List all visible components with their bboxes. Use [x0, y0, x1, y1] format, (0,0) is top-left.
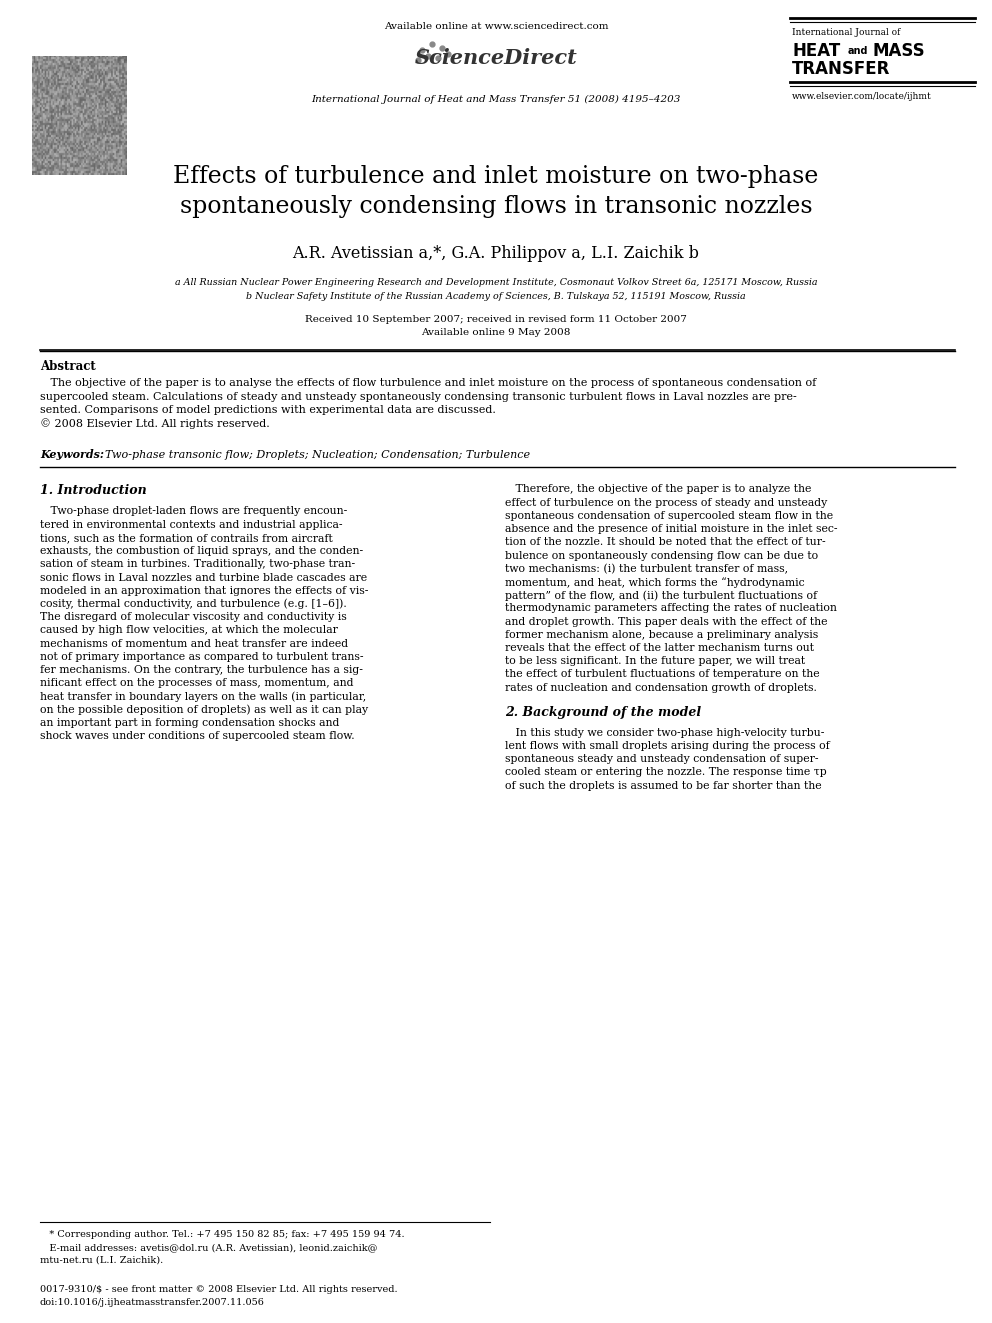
Text: doi:10.1016/j.ijheatmasstransfer.2007.11.056: doi:10.1016/j.ijheatmasstransfer.2007.11… [40, 1298, 265, 1307]
Text: Two-phase transonic flow; Droplets; Nucleation; Condensation; Turbulence: Two-phase transonic flow; Droplets; Nucl… [105, 450, 530, 459]
Text: 2. Background of the model: 2. Background of the model [505, 705, 701, 718]
Text: * Corresponding author. Tel.: +7 495 150 82 85; fax: +7 495 159 94 74.: * Corresponding author. Tel.: +7 495 150… [40, 1230, 405, 1240]
Text: pattern” of the flow, and (ii) the turbulent fluctuations of: pattern” of the flow, and (ii) the turbu… [505, 590, 817, 601]
Text: TRANSFER: TRANSFER [792, 60, 891, 78]
Text: Available online at www.sciencedirect.com: Available online at www.sciencedirect.co… [384, 22, 608, 30]
Text: an important part in forming condensation shocks and: an important part in forming condensatio… [40, 717, 339, 728]
Text: sented. Comparisons of model predictions with experimental data are discussed.: sented. Comparisons of model predictions… [40, 405, 496, 415]
Text: ELSEVIER: ELSEVIER [40, 130, 100, 140]
Text: caused by high flow velocities, at which the molecular: caused by high flow velocities, at which… [40, 626, 338, 635]
Text: and: and [848, 46, 869, 56]
Text: tion of the nozzle. It should be noted that the effect of tur-: tion of the nozzle. It should be noted t… [505, 537, 825, 548]
Text: International Journal of: International Journal of [792, 28, 901, 37]
Text: rates of nucleation and condensation growth of droplets.: rates of nucleation and condensation gro… [505, 683, 816, 692]
Text: shock waves under conditions of supercooled steam flow.: shock waves under conditions of supercoo… [40, 730, 354, 741]
Text: Therefore, the objective of the paper is to analyze the: Therefore, the objective of the paper is… [505, 484, 811, 495]
Text: heat transfer in boundary layers on the walls (in particular,: heat transfer in boundary layers on the … [40, 692, 366, 703]
Text: on the possible deposition of droplets) as well as it can play: on the possible deposition of droplets) … [40, 705, 368, 714]
Text: lent flows with small droplets arising during the process of: lent flows with small droplets arising d… [505, 741, 829, 751]
Text: sonic flows in Laval nozzles and turbine blade cascades are: sonic flows in Laval nozzles and turbine… [40, 573, 367, 582]
Text: modeled in an approximation that ignores the effects of vis-: modeled in an approximation that ignores… [40, 586, 368, 595]
Text: The objective of the paper is to analyse the effects of flow turbulence and inle: The objective of the paper is to analyse… [40, 378, 816, 388]
Text: effect of turbulence on the process of steady and unsteady: effect of turbulence on the process of s… [505, 497, 827, 508]
Text: nificant effect on the processes of mass, momentum, and: nificant effect on the processes of mass… [40, 679, 353, 688]
Text: the effect of turbulent fluctuations of temperature on the: the effect of turbulent fluctuations of … [505, 669, 819, 679]
Text: A.R. Avetissian a,*, G.A. Philippov a, L.I. Zaichik b: A.R. Avetissian a,*, G.A. Philippov a, L… [293, 245, 699, 262]
Text: and droplet growth. This paper deals with the effect of the: and droplet growth. This paper deals wit… [505, 617, 827, 627]
Text: The disregard of molecular viscosity and conductivity is: The disregard of molecular viscosity and… [40, 613, 347, 622]
Text: fer mechanisms. On the contrary, the turbulence has a sig-: fer mechanisms. On the contrary, the tur… [40, 665, 363, 675]
Text: 1. Introduction: 1. Introduction [40, 484, 147, 497]
Text: © 2008 Elsevier Ltd. All rights reserved.: © 2008 Elsevier Ltd. All rights reserved… [40, 418, 270, 429]
Text: cooled steam or entering the nozzle. The response time τp: cooled steam or entering the nozzle. The… [505, 767, 826, 778]
Text: Two-phase droplet-laden flows are frequently encoun-: Two-phase droplet-laden flows are freque… [40, 507, 347, 516]
Text: Keywords:: Keywords: [40, 450, 104, 460]
Text: Received 10 September 2007; received in revised form 11 October 2007: Received 10 September 2007; received in … [306, 315, 686, 324]
Text: 0017-9310/$ - see front matter © 2008 Elsevier Ltd. All rights reserved.: 0017-9310/$ - see front matter © 2008 El… [40, 1285, 398, 1294]
Text: MASS: MASS [872, 42, 925, 60]
Text: tions, such as the formation of contrails from aircraft: tions, such as the formation of contrail… [40, 533, 332, 542]
Text: E-mail addresses: avetis@dol.ru (A.R. Avetissian), leonid.zaichik@: E-mail addresses: avetis@dol.ru (A.R. Av… [40, 1244, 378, 1252]
Text: spontaneously condensing flows in transonic nozzles: spontaneously condensing flows in transo… [180, 194, 812, 218]
Text: mechanisms of momentum and heat transfer are indeed: mechanisms of momentum and heat transfer… [40, 639, 348, 648]
Text: mtu-net.ru (L.I. Zaichik).: mtu-net.ru (L.I. Zaichik). [40, 1256, 164, 1265]
Text: a All Russian Nuclear Power Engineering Research and Development Institute, Cosm: a All Russian Nuclear Power Engineering … [175, 278, 817, 287]
Text: reveals that the effect of the latter mechanism turns out: reveals that the effect of the latter me… [505, 643, 814, 652]
Text: spontaneous steady and unsteady condensation of super-: spontaneous steady and unsteady condensa… [505, 754, 818, 765]
Text: supercooled steam. Calculations of steady and unsteady spontaneously condensing : supercooled steam. Calculations of stead… [40, 392, 797, 401]
Text: thermodynamic parameters affecting the rates of nucleation: thermodynamic parameters affecting the r… [505, 603, 837, 614]
Text: to be less significant. In the future paper, we will treat: to be less significant. In the future pa… [505, 656, 806, 665]
Text: www.elsevier.com/locate/ijhmt: www.elsevier.com/locate/ijhmt [792, 93, 931, 101]
Text: exhausts, the combustion of liquid sprays, and the conden-: exhausts, the combustion of liquid spray… [40, 546, 363, 556]
Text: HEAT: HEAT [792, 42, 840, 60]
Text: former mechanism alone, because a preliminary analysis: former mechanism alone, because a prelim… [505, 630, 818, 640]
Text: bulence on spontaneously condensing flow can be due to: bulence on spontaneously condensing flow… [505, 550, 818, 561]
Text: cosity, thermal conductivity, and turbulence (e.g. [1–6]).: cosity, thermal conductivity, and turbul… [40, 599, 347, 610]
Text: sation of steam in turbines. Traditionally, two-phase tran-: sation of steam in turbines. Traditional… [40, 560, 355, 569]
Text: two mechanisms: (i) the turbulent transfer of mass,: two mechanisms: (i) the turbulent transf… [505, 564, 788, 574]
Text: tered in environmental contexts and industrial applica-: tered in environmental contexts and indu… [40, 520, 342, 529]
Text: absence and the presence of initial moisture in the inlet sec-: absence and the presence of initial mois… [505, 524, 837, 534]
Text: Abstract: Abstract [40, 360, 96, 373]
Text: In this study we consider two-phase high-velocity turbu-: In this study we consider two-phase high… [505, 728, 824, 738]
Text: momentum, and heat, which forms the “hydrodynamic: momentum, and heat, which forms the “hyd… [505, 577, 805, 587]
Text: Available online 9 May 2008: Available online 9 May 2008 [422, 328, 570, 337]
Text: of such the droplets is assumed to be far shorter than the: of such the droplets is assumed to be fa… [505, 781, 821, 791]
Text: International Journal of Heat and Mass Transfer 51 (2008) 4195–4203: International Journal of Heat and Mass T… [311, 95, 681, 105]
Text: Effects of turbulence and inlet moisture on two-phase: Effects of turbulence and inlet moisture… [174, 165, 818, 188]
Text: b Nuclear Safety Institute of the Russian Academy of Sciences, B. Tulskaya 52, 1: b Nuclear Safety Institute of the Russia… [246, 292, 746, 302]
Text: not of primary importance as compared to turbulent trans-: not of primary importance as compared to… [40, 652, 363, 662]
Text: ScienceDirect: ScienceDirect [415, 48, 577, 67]
Text: spontaneous condensation of supercooled steam flow in the: spontaneous condensation of supercooled … [505, 511, 833, 521]
